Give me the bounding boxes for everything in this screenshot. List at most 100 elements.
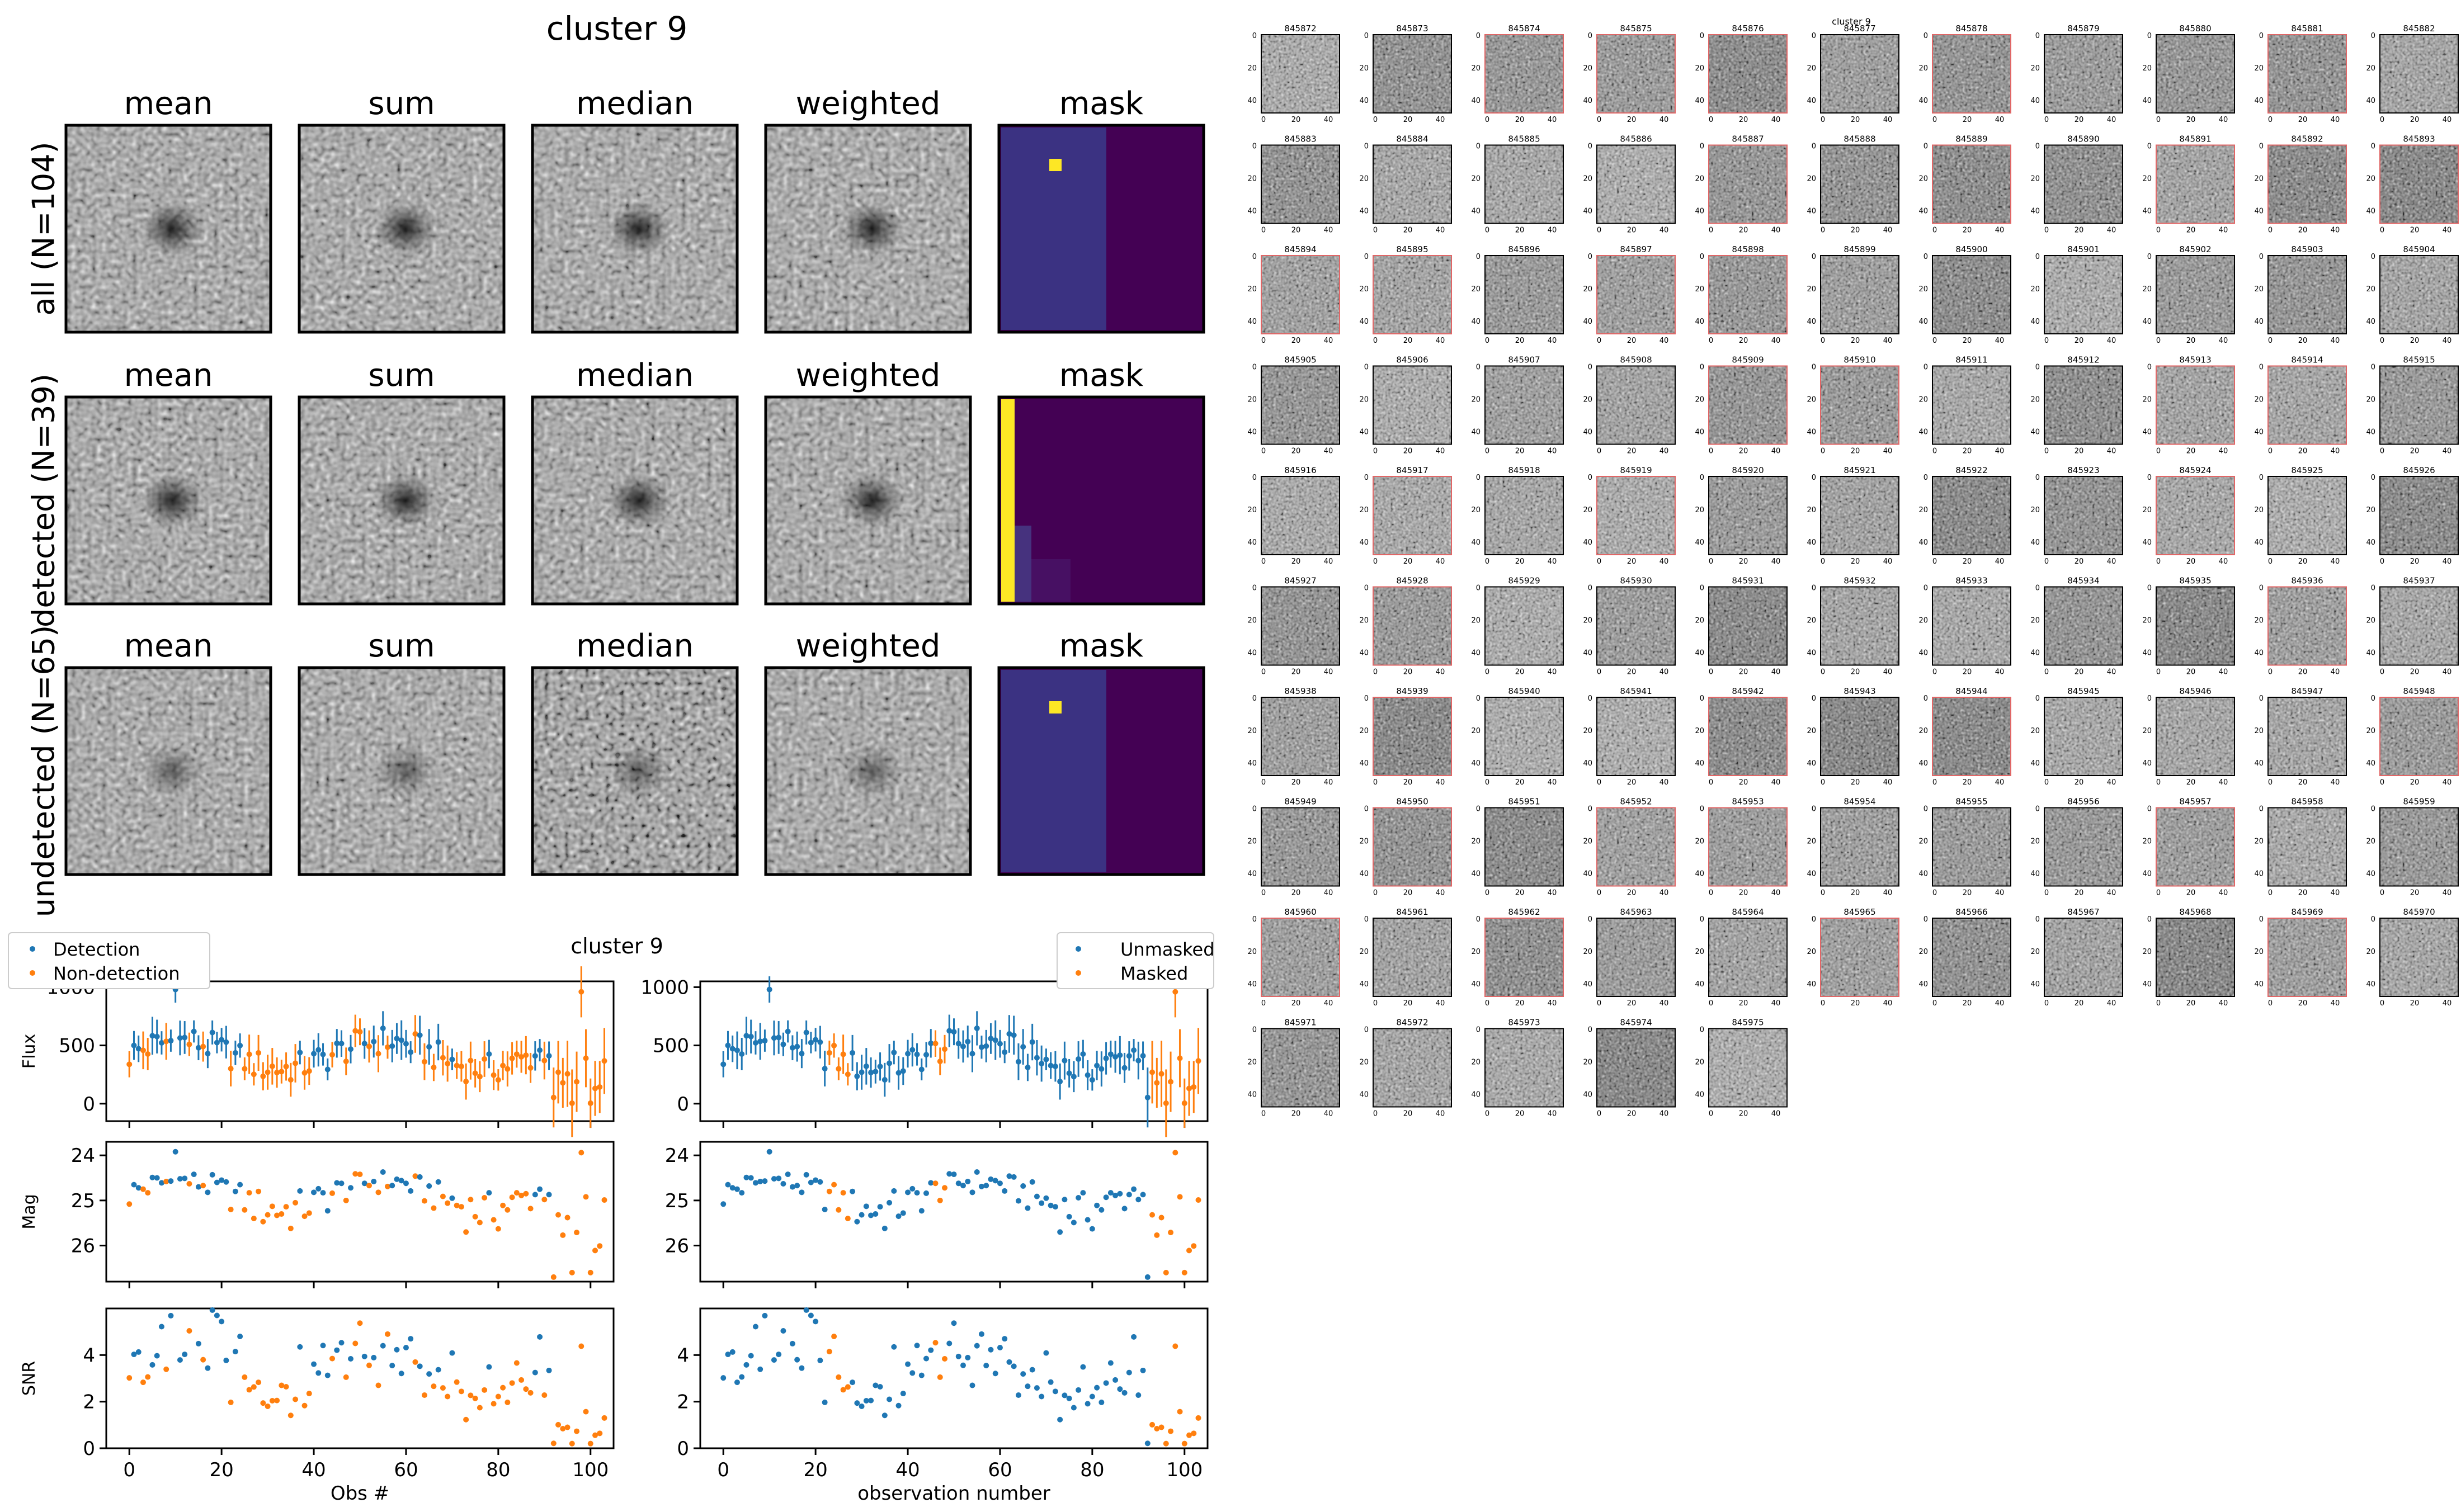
stamp-x-tick: 40	[2107, 116, 2116, 124]
data-point	[445, 1393, 451, 1400]
data-point	[398, 1037, 404, 1043]
stamp-y-tick: 0	[1364, 253, 1369, 261]
data-point	[1135, 1197, 1142, 1203]
data-point	[431, 1383, 437, 1390]
stamp-y-tick: 40	[1471, 1091, 1481, 1099]
stamp-image-noise	[2156, 366, 2234, 445]
stamp-y-tick: 0	[1923, 474, 1928, 482]
stamp-image-noise	[2380, 256, 2458, 334]
y-tick-label: 0	[677, 1438, 689, 1460]
stamp-y-tick: 20	[1359, 175, 1369, 183]
plot-frame	[105, 1141, 615, 1283]
stamp-y-tick: 20	[2254, 285, 2264, 294]
stamp-y-tick: 40	[1583, 207, 1592, 216]
data-point	[550, 1094, 557, 1100]
stamp-x-tick: 20	[1291, 999, 1301, 1008]
data-point	[366, 1362, 372, 1368]
data-point	[380, 1343, 386, 1349]
stamp-y-tick: 40	[1695, 207, 1704, 216]
stamp-y-tick: 40	[1807, 649, 1816, 658]
stamp-frame	[1708, 697, 1788, 776]
stamp-y-tick: 40	[1583, 97, 1592, 105]
stamp-frame	[2044, 144, 2123, 224]
data-point	[1048, 1062, 1054, 1069]
stamp-x-tick: 40	[1436, 337, 1445, 345]
stamp-x-tick: 20	[2075, 999, 2084, 1008]
stamp-frame	[2156, 144, 2235, 224]
data-point	[752, 1324, 758, 1330]
stamp-id: 845874	[1508, 23, 1540, 34]
data-point	[1076, 1387, 1082, 1393]
stamp-y-tick: 40	[2142, 980, 2152, 989]
stamp-x-tick: 40	[1324, 116, 1333, 124]
data-point	[1015, 1392, 1021, 1398]
stamp-x-tick: 0	[1821, 668, 1825, 677]
stamp-frame	[1932, 144, 2011, 224]
stamp-y-tick: 40	[2142, 97, 2152, 105]
stamp-y-tick: 20	[1918, 617, 1928, 625]
stamp-x-tick: 20	[1403, 447, 1413, 456]
legend-label: Detection	[53, 939, 140, 960]
stamp-x-tick: 0	[1821, 116, 1825, 124]
data-point	[223, 1039, 229, 1045]
source-blob	[142, 202, 204, 256]
stamp-y-tick: 0	[1923, 584, 1928, 593]
data-point	[1107, 1190, 1114, 1196]
stamp-image-noise	[1261, 697, 1340, 776]
stamp-y-tick: 20	[1807, 285, 1816, 294]
stamp-x-tick: 20	[2298, 778, 2308, 787]
stamp-x-tick: 40	[1659, 668, 1669, 677]
stamp-frame	[1932, 476, 2011, 555]
stamp-x-tick: 20	[2075, 889, 2084, 897]
stamp-x-tick: 40	[1995, 337, 2005, 345]
stamp-frame	[2044, 476, 2123, 555]
stamp-y-tick: 0	[1588, 584, 1592, 593]
data-point	[1195, 1058, 1201, 1064]
data-point	[209, 1029, 215, 1036]
stamp-y-tick: 0	[2147, 474, 2152, 482]
stamp-y-tick: 20	[1359, 506, 1369, 514]
x-tick-label: 80	[486, 1459, 510, 1481]
data-point	[597, 1243, 603, 1249]
data-point	[877, 1204, 883, 1210]
data-point	[482, 1056, 488, 1062]
stamp-y-tick: 40	[2254, 207, 2264, 216]
data-point	[965, 1038, 971, 1045]
stamp-id: 845893	[2403, 134, 2435, 144]
stamp-x-tick: 20	[1963, 668, 1972, 677]
data-point	[205, 1189, 211, 1196]
data-point	[826, 1188, 832, 1194]
data-point	[1062, 1392, 1068, 1398]
stamp-y-tick: 20	[2254, 175, 2264, 183]
data-point	[1080, 1051, 1086, 1057]
stamp-x-tick: 0	[1932, 116, 1937, 124]
data-point	[766, 986, 772, 993]
data-point	[287, 1412, 294, 1419]
stamp-image-noise	[2044, 256, 2123, 334]
stamp-x-tick: 20	[2298, 337, 2308, 345]
stamp-x-tick: 0	[1597, 447, 1601, 456]
data-point	[583, 1194, 589, 1200]
stamp-frame	[531, 395, 739, 606]
data-point	[923, 1190, 930, 1196]
lc-panel-flux-L: 05001000Flux	[20, 966, 615, 1137]
grid-header: cluster 9	[1832, 16, 1871, 27]
stamp-x-tick: 0	[2268, 999, 2273, 1008]
stamp-y-tick: 20	[2366, 617, 2375, 625]
stamp-y-tick: 0	[1476, 253, 1481, 261]
stamp-image-noise	[1821, 256, 1899, 334]
data-point	[762, 1178, 768, 1184]
data-point	[154, 1353, 160, 1359]
data-point	[1029, 1039, 1035, 1045]
stamp-y-tick: 0	[2035, 474, 2040, 482]
data-point	[729, 1185, 736, 1191]
stamp-frame	[764, 124, 972, 334]
